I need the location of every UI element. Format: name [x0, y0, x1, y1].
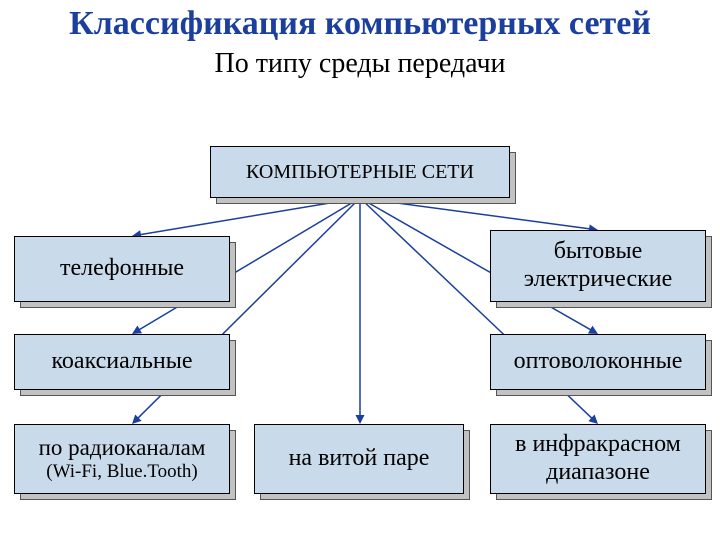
node-label: по радиоканалам — [39, 435, 206, 461]
subtitle-text: По типу среды передачи — [214, 48, 505, 79]
node-infrared: в инфракрасном диапазоне — [490, 424, 712, 500]
arrowhead-icon — [132, 326, 142, 334]
node-radio: по радиоканалам(Wi-Fi, Blue.Tooth) — [14, 424, 236, 500]
box-face: оптоволоконные — [490, 334, 706, 390]
box-face: в инфракрасном диапазоне — [490, 424, 706, 494]
root-node: КОМПЬЮТЕРНЫЕ СЕТИ — [210, 146, 516, 204]
node-coaxial: коаксиальные — [14, 334, 236, 396]
arrowhead-icon — [132, 414, 142, 424]
page-subtitle: По типу среды передачи — [0, 48, 720, 80]
arrowhead-icon — [356, 415, 365, 424]
node-telephone: телефонные — [14, 236, 236, 308]
node-twisted: на витой паре — [254, 424, 470, 500]
node-fiber: оптоволоконные — [490, 334, 712, 396]
node-household: бытовые электрические — [490, 230, 712, 308]
box-face: КОМПЬЮТЕРНЫЕ СЕТИ — [210, 146, 510, 198]
box-face: коаксиальные — [14, 334, 230, 390]
arrowhead-icon — [588, 326, 598, 334]
page-title: Классификация компьютерных сетей — [0, 0, 720, 42]
box-face: на витой паре — [254, 424, 464, 494]
title-text: Классификация компьютерных сетей — [69, 5, 651, 42]
box-face: телефонные — [14, 236, 230, 302]
arrowhead-icon — [588, 415, 598, 424]
box-face: бытовые электрические — [490, 230, 706, 302]
node-sublabel: (Wi-Fi, Blue.Tooth) — [39, 461, 206, 483]
box-face: по радиоканалам(Wi-Fi, Blue.Tooth) — [14, 424, 230, 494]
